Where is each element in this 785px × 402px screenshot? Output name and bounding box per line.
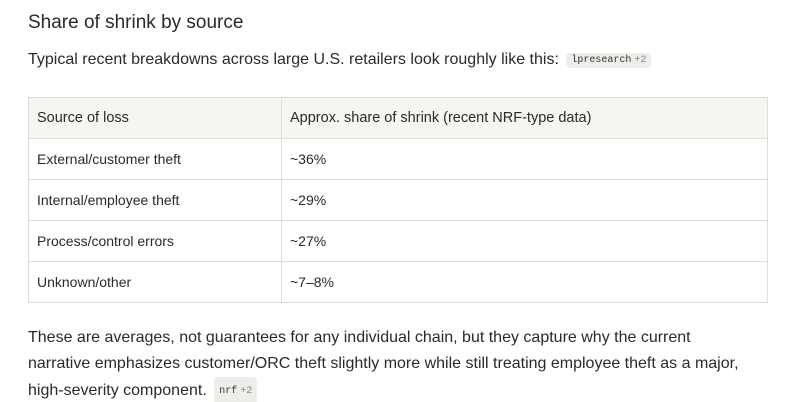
heading: Share of shrink by source [28, 12, 244, 33]
intro: Typical recent breakdowns across large U… [28, 51, 652, 69]
table-cell: ~7–8% [281, 261, 768, 303]
table-cell: External/customer theft [28, 138, 282, 180]
table-cell: ~36% [281, 138, 768, 180]
citation-more: +2 [634, 55, 647, 66]
closing-text: These are averages, not guarantees for a… [28, 329, 739, 399]
table-row: Process/control errors ~27% [28, 220, 768, 262]
table-cell: ~27% [281, 220, 768, 262]
header-cell: Source of loss [28, 97, 282, 139]
citation-source: nrf [219, 386, 238, 397]
table-cell: Internal/employee theft [28, 179, 282, 221]
table-row: Internal/employee theft ~29% [28, 179, 768, 221]
table-body: External/customer theft ~36% Internal/empl… [28, 138, 768, 303]
header-cell: Approx. share of shrink (recent NRF-type… [281, 97, 768, 139]
table: Source of loss Approx. share of shrink (… [28, 97, 768, 303]
citation[interactable]: nrf +2 [214, 377, 258, 402]
table-cell: Unknown/other [28, 261, 282, 303]
table-row: External/customer theft ~36% [28, 138, 768, 180]
intro-text: Typical recent breakdowns across large U… [28, 51, 559, 68]
citation[interactable]: lpresearch +2 [566, 53, 652, 68]
closing: These are averages, not guarantees for a… [28, 325, 748, 402]
citation-more: +2 [240, 386, 253, 397]
table-row: Unknown/other ~7–8% [28, 261, 768, 303]
citation-source: lpresearch [571, 55, 632, 66]
table-cell: ~29% [281, 179, 768, 221]
table-cell: Process/control errors [28, 220, 282, 262]
header-row: Source of loss Approx. share of shrink (… [28, 97, 768, 139]
